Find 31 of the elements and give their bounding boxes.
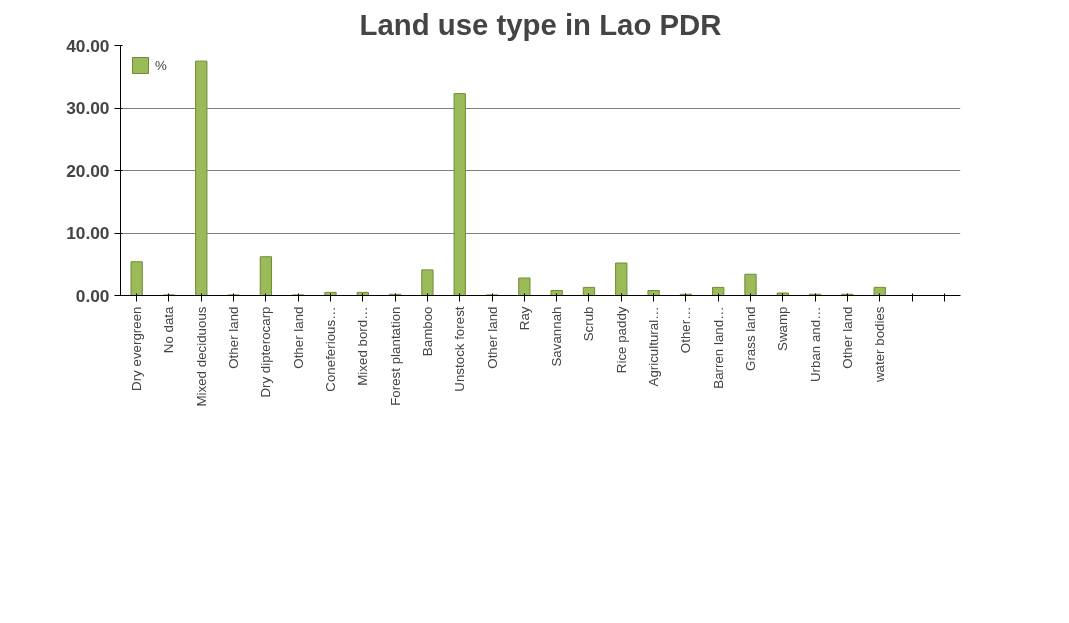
y-tick-label: 30.00 [66, 98, 110, 118]
x-tick-label: Dry evergreen [129, 306, 145, 391]
x-tick-label: Barren land… [710, 306, 726, 389]
y-tick-label: 20.00 [66, 160, 110, 181]
x-tick-label: Other… [678, 306, 694, 354]
legend-label: % [155, 57, 168, 73]
x-tick-label: Swamp [775, 306, 791, 351]
x-tick-label: Bamboo [419, 306, 435, 357]
x-tick-label: Scrub [581, 306, 597, 342]
x-tick-label: Ray [516, 306, 532, 331]
x-tick-label: Agricultural… [646, 306, 662, 387]
y-tick-label: 10.00 [66, 223, 110, 243]
x-tick-label: Mixed deciduous [193, 306, 209, 407]
y-tick-label: 40.00 [66, 35, 110, 56]
x-tick-label: Savannah [549, 306, 565, 367]
x-tick-label: No data [161, 305, 177, 354]
x-tick-label: Rice paddy [613, 306, 629, 374]
x-tick-label: Other land [839, 306, 855, 369]
x-tick-label: Coneferious… [323, 306, 338, 392]
x-tick-label: Dry dipterocarp [258, 306, 274, 398]
x-tick-label: Forest plantation [387, 306, 403, 406]
x-tick-label: Mixed bord… [355, 306, 371, 386]
x-tick-label: water bodies [872, 306, 888, 384]
x-tick-label: Grass land [743, 306, 758, 371]
chart-title: Land use type in Lao PDR [359, 7, 722, 41]
x-tick-label: Unstock forest [452, 306, 468, 392]
x-tick-label: Other land [484, 306, 500, 369]
y-tick-label: 0.00 [75, 285, 110, 306]
x-tick-label: Other land [226, 306, 242, 369]
x-tick-label: Urban and… [807, 306, 823, 383]
x-tick-label: Other land [290, 306, 306, 369]
